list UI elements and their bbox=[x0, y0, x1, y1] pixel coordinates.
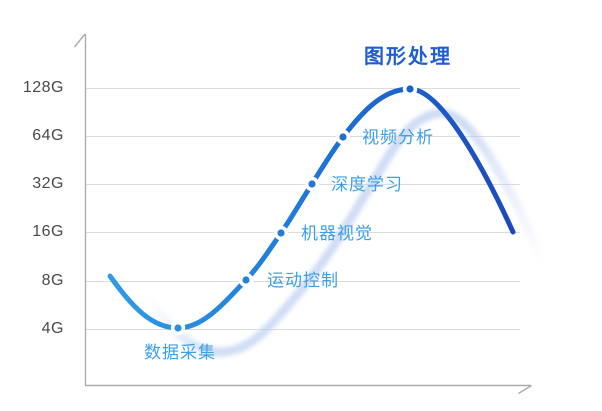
marker-dot bbox=[277, 229, 285, 237]
milestone-label: 运动控制 bbox=[267, 271, 339, 290]
marker-dot bbox=[339, 133, 347, 141]
milestone-label-highlight: 图形处理 bbox=[364, 46, 452, 68]
y-tick-label: 4G bbox=[41, 320, 64, 337]
y-axis-arrow-icon bbox=[73, 33, 86, 48]
ghost-curve bbox=[143, 108, 549, 357]
y-tick-label: 16G bbox=[32, 223, 64, 240]
milestone-label: 机器视觉 bbox=[301, 224, 373, 243]
y-tick-label: 128G bbox=[22, 79, 64, 96]
y-tick-label: 32G bbox=[32, 175, 64, 192]
x-axis-arrow-icon bbox=[518, 384, 532, 395]
marker-dot bbox=[308, 180, 316, 188]
y-tick-label: 64G bbox=[32, 127, 64, 144]
milestone-label: 数据采集 bbox=[144, 343, 216, 362]
marker-dot bbox=[406, 85, 414, 93]
marker-dot bbox=[174, 324, 182, 332]
point-markers bbox=[170, 81, 418, 336]
marker-dot bbox=[242, 276, 250, 284]
milestone-label: 视频分析 bbox=[362, 128, 434, 147]
main-curve bbox=[107, 86, 516, 331]
milestone-label: 深度学习 bbox=[331, 175, 403, 194]
axes bbox=[73, 33, 532, 395]
y-tick-label: 8G bbox=[41, 272, 64, 289]
